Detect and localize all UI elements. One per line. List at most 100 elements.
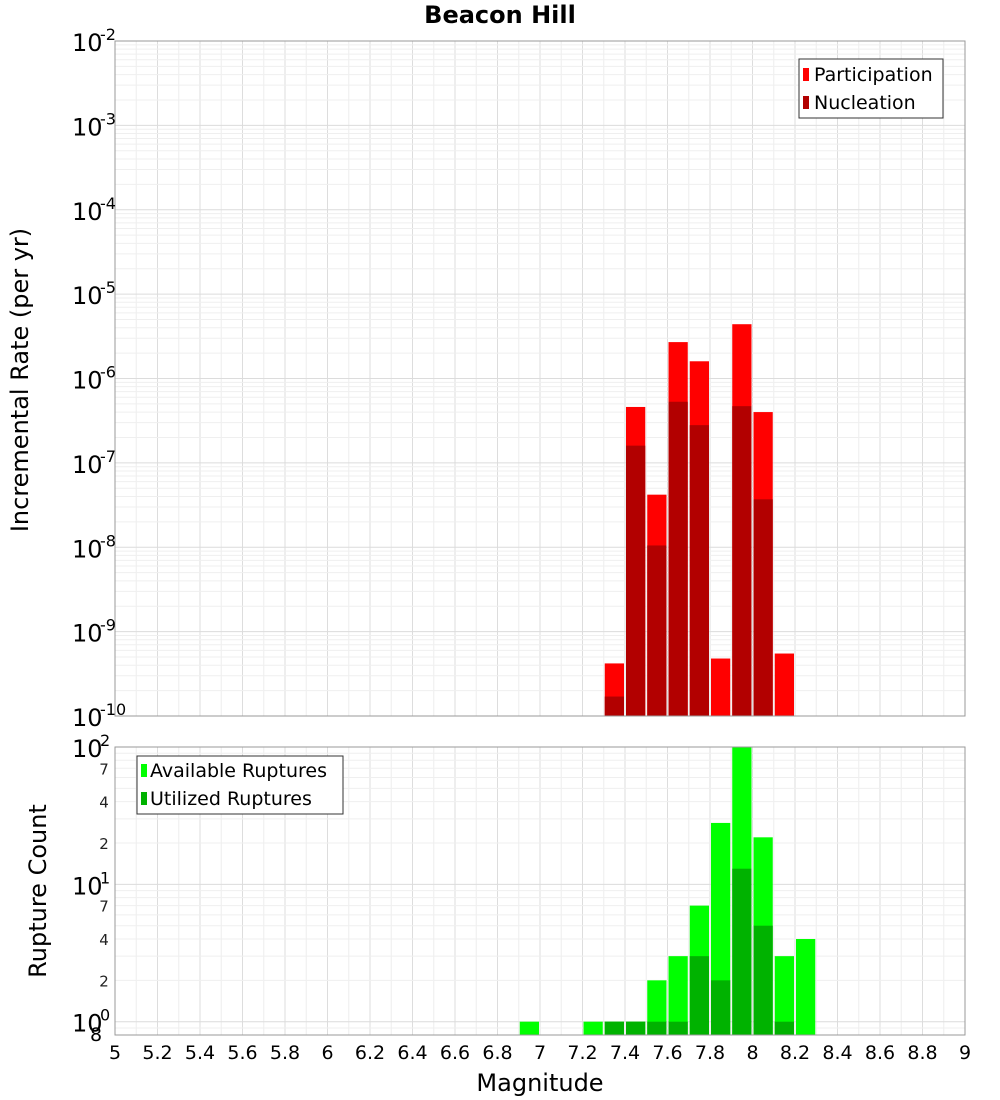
x-tick-label: 7.8	[695, 1042, 725, 1064]
bottom-y-tick-base: 10	[72, 872, 103, 900]
x-tick-label: 6.6	[440, 1042, 470, 1064]
bottom-y-axis-label: Rupture Count	[24, 804, 52, 978]
top-gridlines	[114, 41, 966, 717]
x-tick-label: 5.4	[185, 1042, 215, 1064]
top-y-tick-base: 10	[72, 198, 103, 226]
top-legend-box	[798, 58, 944, 119]
bottom-y-minor-tick-label: 2	[99, 972, 109, 990]
top-y-axis-label: Incremental Rate (per yr)	[6, 228, 34, 532]
top-legend-label: Nucleation	[814, 92, 916, 114]
bottom-y-tick-exponent: 1	[100, 868, 110, 887]
bottom-bars	[519, 747, 816, 1035]
bottom-bar-a	[796, 939, 816, 1035]
x-tick-label: 6.4	[397, 1042, 427, 1064]
x-tick-label: 8.2	[780, 1042, 810, 1064]
bottom-bar-b	[774, 1021, 794, 1035]
x-tick-label: 9	[959, 1042, 971, 1064]
bottom-y-tick-exponent: 0	[100, 1006, 110, 1025]
top-y-tick-base: 10	[72, 451, 103, 479]
x-tick-label: 5	[109, 1042, 121, 1064]
top-bar-b	[604, 696, 624, 716]
top-y-tick-exponent: -7	[100, 447, 116, 466]
top-bar-b	[689, 425, 709, 716]
bottom-y-tick-base: 10	[72, 1010, 103, 1038]
top-y-tick-exponent: -4	[100, 194, 116, 213]
bottom-bar-b	[626, 1021, 646, 1035]
top-bar-b	[753, 499, 773, 716]
bottom-bar-b	[753, 925, 773, 1035]
top-bar-b	[668, 401, 688, 716]
bottom-y-minor-tick-label: 4	[99, 794, 109, 812]
bottom-y-tick-exponent: 2	[100, 731, 110, 750]
x-tick-label: 6.2	[355, 1042, 385, 1064]
bottom-legend-swatch	[141, 792, 147, 805]
bottom-y-minor-tick-label: 8	[90, 1024, 102, 1046]
bottom-bar-a	[647, 980, 667, 1035]
bottom-bar-a	[519, 1021, 539, 1035]
top-legend-swatch	[803, 96, 809, 109]
x-tick-label: 6.8	[482, 1042, 512, 1064]
x-tick-labels: 5 5.2 5.4 5.6 5.8 6 6.2 6.4 6.6 6.8 7 7.2 7.4 7.6 7.8 8…	[109, 1042, 971, 1064]
top-y-tick-base: 10	[72, 535, 103, 563]
bottom-bar-b	[604, 1021, 624, 1035]
top-y-tick-base: 10	[72, 282, 103, 310]
bottom-bar-a	[668, 956, 688, 1035]
top-legend-swatch	[803, 68, 809, 81]
chart-title: Beacon Hill	[424, 1, 576, 29]
top-y-tick-exponent: -6	[100, 363, 116, 382]
x-tick-label: 7.4	[610, 1042, 640, 1064]
top-y-tick-exponent: -3	[100, 109, 116, 128]
top-bar-b	[647, 545, 667, 716]
bottom-legend-swatch	[141, 764, 147, 777]
top-legend-label: Participation	[814, 64, 933, 86]
top-bar-a	[774, 653, 794, 716]
bottom-bar-b	[647, 1021, 667, 1035]
bottom-y-minor-tick-label: 7	[99, 898, 109, 916]
bottom-bar-a	[583, 1021, 603, 1035]
x-tick-label: 8.8	[907, 1042, 937, 1064]
top-plot-frame	[114, 40, 966, 717]
x-tick-label: 5.8	[270, 1042, 300, 1064]
x-tick-label: 5.6	[227, 1042, 257, 1064]
x-tick-label: 5.2	[142, 1042, 172, 1064]
x-tick-label: 6	[321, 1042, 333, 1064]
top-y-tick-base: 10	[72, 620, 103, 648]
top-bar-b	[732, 406, 752, 716]
bottom-legend-label: Utilized Ruptures	[150, 788, 312, 810]
legends: Participation Nucleation Available Rupture…	[136, 58, 944, 815]
top-y-tick-exponent: -8	[100, 531, 116, 550]
bottom-bar-a	[774, 956, 794, 1035]
bottom-y-tick-base: 10	[72, 735, 103, 763]
top-y-tick-exponent: -9	[100, 616, 116, 635]
x-axis-label: Magnitude	[476, 1069, 603, 1097]
x-tick-label: 8.4	[822, 1042, 852, 1064]
bottom-y-minor-tick-label: 4	[99, 931, 109, 949]
top-y-tick-base: 10	[72, 704, 103, 732]
top-bar-b	[626, 445, 646, 716]
bottom-y-minor-tick-label: 7	[99, 760, 109, 778]
top-bars	[604, 324, 794, 716]
top-y-tick-exponent: -5	[100, 278, 116, 297]
top-y-tick-base: 10	[72, 113, 103, 141]
bottom-y-minor-tick-label: 2	[99, 835, 109, 853]
top-y-tick-exponent: -2	[100, 25, 116, 44]
top-y-tick-base: 10	[72, 29, 103, 57]
bottom-legend-label: Available Ruptures	[150, 760, 327, 782]
bottom-bar-b	[668, 1021, 688, 1035]
x-tick-label: 7.2	[567, 1042, 597, 1064]
bottom-bar-b	[689, 956, 709, 1035]
bottom-plot-frame	[114, 746, 966, 1036]
x-tick-label: 7.6	[652, 1042, 682, 1064]
top-y-tick-exponent: -10	[100, 700, 126, 719]
top-y-tick-base: 10	[72, 367, 103, 395]
bottom-bar-b	[732, 868, 752, 1035]
x-tick-label: 8	[746, 1042, 758, 1064]
bottom-legend-box	[136, 755, 344, 815]
x-tick-label: 7	[534, 1042, 546, 1064]
x-tick-label: 8.6	[865, 1042, 895, 1064]
bottom-bar-b	[711, 980, 731, 1035]
